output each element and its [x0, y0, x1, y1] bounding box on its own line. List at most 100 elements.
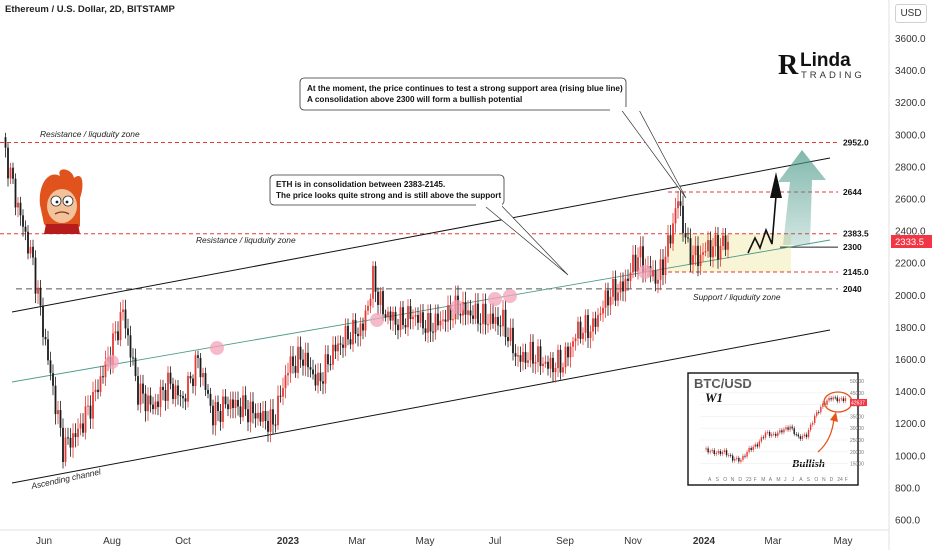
inset-arrowhead — [830, 412, 838, 422]
candle-body — [237, 399, 239, 407]
candle-body — [72, 433, 74, 448]
level-label: 2644 — [843, 187, 862, 197]
candle-body — [392, 311, 394, 321]
candle-body — [89, 405, 92, 419]
inset-x-tick: D — [738, 477, 742, 483]
candle-body — [502, 309, 504, 327]
x-tick-label: Oct — [175, 536, 191, 547]
candle-body — [374, 265, 377, 292]
currency-button[interactable]: USD — [895, 4, 927, 23]
candle-body — [227, 404, 229, 410]
candle-body — [214, 402, 217, 426]
candle-body — [289, 356, 292, 374]
candle-body — [69, 437, 72, 448]
candle-body — [32, 246, 34, 258]
inset-candle-body — [713, 450, 715, 455]
candle-body — [154, 401, 157, 410]
candle-body — [67, 437, 69, 439]
candle-body — [409, 306, 412, 320]
candle-body — [87, 405, 89, 407]
candle-body — [609, 296, 612, 306]
candle-body — [542, 363, 544, 367]
inset-x-tick: N — [731, 477, 735, 483]
inset-candle-body — [820, 406, 822, 413]
inset-candle-body — [801, 435, 804, 439]
inset-x-tick: J — [792, 477, 795, 483]
x-tick-label: 2023 — [277, 536, 300, 547]
inset-candle-body — [777, 432, 779, 436]
candle-body — [7, 147, 9, 179]
inset-x-tick: S — [807, 477, 811, 483]
inset-x-tick: O — [814, 477, 818, 483]
candle-body — [419, 312, 422, 323]
candle-body — [307, 352, 309, 368]
candle-body — [589, 331, 592, 338]
inset-candle-body — [752, 446, 754, 451]
candle-body — [249, 401, 252, 423]
y-tick-label: 1200.0 — [895, 419, 926, 430]
candle-body — [557, 349, 559, 369]
inset-bullish-label: Bullish — [791, 458, 825, 470]
candle-body — [327, 354, 329, 365]
candle-body — [512, 327, 514, 354]
candle-body — [102, 376, 104, 378]
x-tick-label: 2024 — [693, 536, 716, 547]
candle-body — [62, 427, 64, 462]
candle-body — [229, 399, 232, 410]
candle-body — [499, 325, 502, 327]
candle-body — [259, 412, 262, 422]
support-label: Support / liquduity zone — [693, 292, 781, 302]
candle-body — [34, 257, 37, 294]
candle-body — [162, 386, 164, 390]
candle-body — [459, 314, 462, 316]
candle-body — [477, 303, 479, 324]
candle-body — [84, 406, 87, 433]
inset-x-tick: O — [723, 477, 727, 483]
candle-body — [614, 279, 617, 301]
candle-body — [527, 360, 529, 363]
candle-body — [679, 201, 682, 206]
candle-body — [339, 343, 342, 345]
inset-candle-body — [754, 444, 756, 447]
candle-body — [334, 344, 337, 352]
candle-body — [662, 259, 664, 276]
candle-body — [549, 357, 552, 369]
candle-body — [452, 319, 454, 321]
candle-body — [582, 332, 584, 339]
candle-body — [599, 313, 602, 316]
candle-body — [52, 373, 54, 386]
candle-body — [399, 307, 402, 331]
candle-body — [384, 314, 387, 318]
candle-body — [437, 313, 439, 326]
candle-body — [464, 302, 467, 315]
candle-body — [4, 137, 7, 148]
candle-body — [142, 383, 144, 394]
inset-x-tick: N — [822, 477, 826, 483]
candle-body — [702, 252, 704, 255]
inset-y-tick: 30000 — [850, 426, 864, 432]
candle-body — [57, 410, 59, 415]
candle-body — [634, 254, 637, 272]
callout-consolidation: ETH is in consolidation between 2383-214… — [269, 174, 569, 276]
support-touch-circle — [638, 265, 652, 279]
candle-body — [714, 234, 717, 247]
candle-body — [387, 311, 389, 318]
svg-text:TRADING: TRADING — [801, 70, 865, 81]
candle-body — [172, 383, 174, 399]
candle-body — [159, 386, 162, 408]
inset-candle-body — [779, 430, 781, 433]
inset-candle-body — [793, 428, 795, 435]
candle-body — [577, 321, 579, 339]
inset-y-tick: 15000 — [850, 462, 864, 468]
inset-y-tick: 45000 — [850, 391, 864, 397]
candle-body — [137, 376, 139, 405]
y-tick-label: 1600.0 — [895, 355, 926, 366]
candle-body — [417, 314, 419, 323]
candle-body — [344, 325, 347, 348]
candle-body — [349, 339, 352, 345]
inset-arrow — [817, 417, 835, 453]
candle-body — [567, 346, 569, 358]
candle-body — [519, 355, 522, 362]
svg-text:R: R — [778, 50, 799, 81]
candle-body — [394, 311, 397, 325]
